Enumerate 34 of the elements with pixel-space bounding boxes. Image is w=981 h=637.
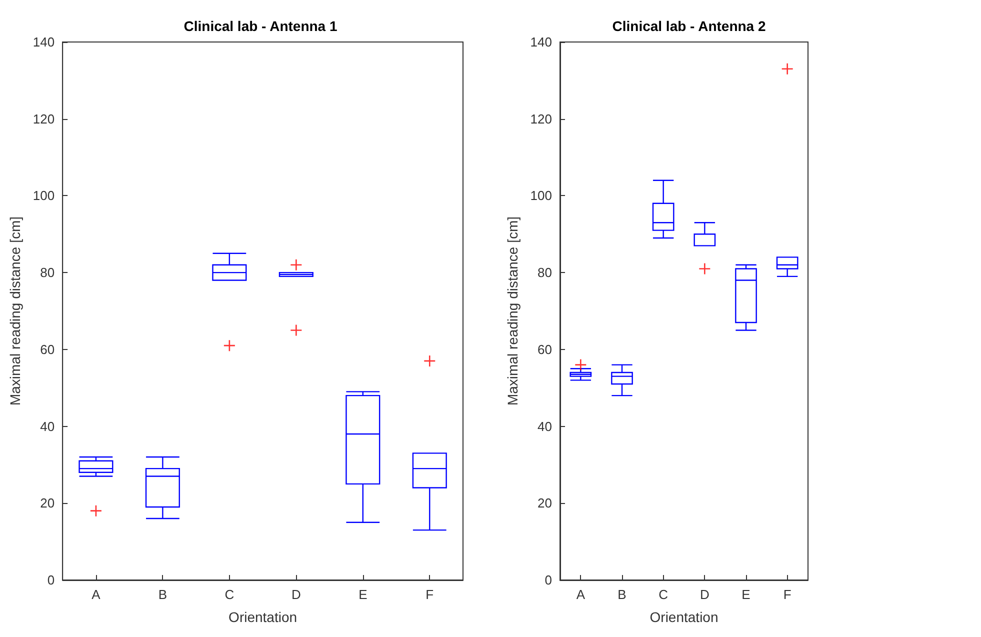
x-tick-label: D bbox=[700, 587, 710, 602]
x-tick-label: A bbox=[576, 587, 586, 602]
y-axis-title: Maximal reading distance [cm] bbox=[504, 216, 520, 406]
y-tick-label: 140 bbox=[530, 34, 552, 50]
y-tick-label: 100 bbox=[32, 188, 55, 204]
y-tick-label: 0 bbox=[47, 572, 55, 588]
y-tick-label: 60 bbox=[538, 342, 552, 357]
x-tick-label: F bbox=[426, 587, 434, 602]
y-tick-label: 20 bbox=[40, 496, 55, 511]
y-tick-label: 120 bbox=[32, 111, 55, 126]
x-tick-label: C bbox=[224, 587, 234, 602]
chart-title: Clinical lab - Antenna 1 bbox=[184, 18, 338, 34]
y-tick-label: 120 bbox=[530, 111, 552, 126]
x-tick-label: C bbox=[658, 587, 668, 602]
x-tick-label: E bbox=[742, 587, 751, 602]
x-tick-label: B bbox=[618, 587, 626, 602]
chart-title: Clinical lab - Antenna 2 bbox=[612, 18, 766, 34]
y-tick-label: 20 bbox=[538, 496, 552, 511]
x-tick-label: E bbox=[358, 587, 368, 602]
y-axis-title: Maximal reading distance [cm] bbox=[7, 216, 23, 406]
x-tick-label: A bbox=[92, 587, 101, 602]
x-axis-title: Orientation bbox=[228, 609, 298, 625]
y-tick-label: 100 bbox=[530, 188, 552, 204]
x-tick-label: F bbox=[783, 587, 792, 602]
y-tick-label: 40 bbox=[538, 418, 552, 434]
y-tick-label: 80 bbox=[538, 265, 552, 280]
x-tick-label: D bbox=[291, 587, 301, 602]
y-tick-label: 60 bbox=[40, 342, 55, 357]
x-tick-label: B bbox=[158, 587, 168, 602]
y-tick-label: 0 bbox=[544, 572, 552, 588]
y-tick-label: 40 bbox=[40, 418, 55, 434]
y-tick-label: 80 bbox=[40, 265, 55, 280]
x-axis-title: Orientation bbox=[650, 609, 718, 625]
y-tick-label: 140 bbox=[32, 34, 55, 50]
